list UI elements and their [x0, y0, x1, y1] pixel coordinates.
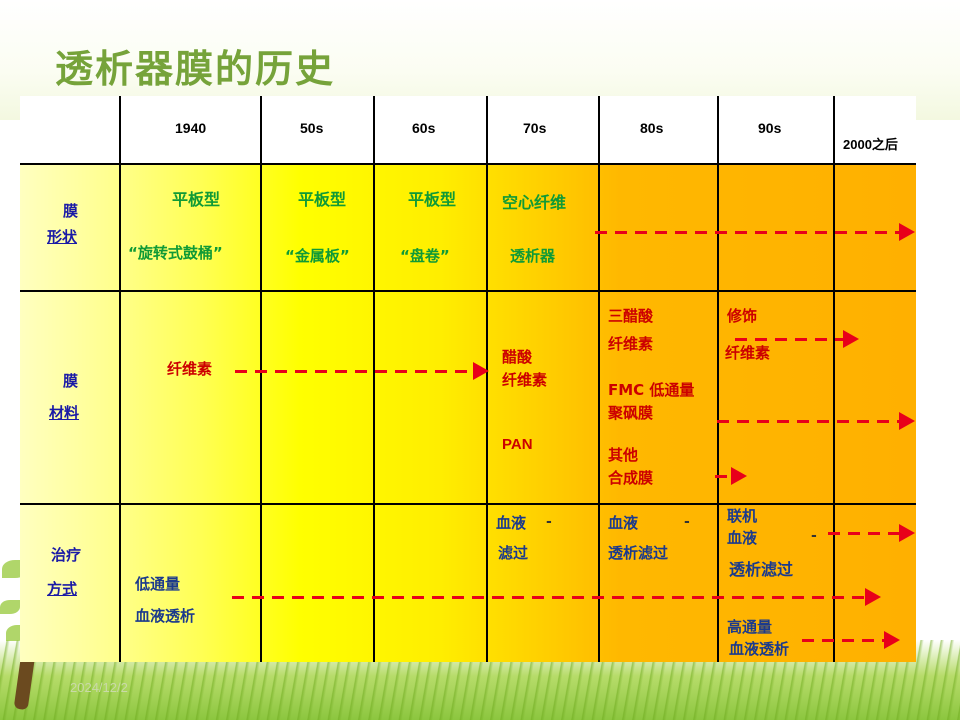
therapy-1940-line2: 血液透析	[135, 607, 196, 625]
row-label-therapy-1: 治疗	[51, 546, 82, 564]
grid-line	[20, 163, 916, 165]
year-header-70s: 70s	[523, 120, 547, 136]
shape-1940-type: 平板型	[172, 190, 221, 209]
material-synthetic-arrow	[715, 467, 747, 485]
material-modified-cellulose-arrow	[735, 330, 859, 348]
grid-line	[373, 96, 375, 662]
material-1940-cellulose: 纤维素	[167, 360, 213, 378]
therapy-70s-line2: 滤过	[498, 544, 529, 562]
therapy-90s-a1: 联机	[727, 507, 758, 525]
therapy-80s-line2: 透析滤过	[608, 544, 669, 562]
row-label-material-2: 材料	[49, 404, 80, 422]
shape-50s-type: 平板型	[298, 190, 347, 209]
material-70s-line1: 醋酸	[502, 348, 533, 366]
therapy-90s-b1: 高通量	[727, 618, 773, 636]
year-header-90s: 90s	[758, 120, 782, 136]
material-80s-b2: 聚砜膜	[608, 404, 654, 422]
therapy-90s-a3: 透析滤过	[729, 560, 794, 579]
history-table: 1940 50s 60s 70s 80s 90s 2000之后 膜 形状 膜 材…	[20, 96, 916, 662]
therapy-90s-b2: 血液透析	[729, 640, 790, 658]
shape-70s-type: 空心纤维	[502, 193, 567, 212]
leaf-decoration	[0, 600, 20, 614]
material-90s-a2: 纤维素	[725, 344, 771, 362]
year-header-50s: 50s	[300, 120, 324, 136]
shape-50s-name: “金属板”	[285, 247, 350, 265]
material-80s-b1: FMC 低通量	[608, 381, 695, 399]
grid-line	[717, 96, 719, 662]
therapy-80s-dash: -	[684, 514, 690, 530]
material-70s-pan: PAN	[502, 436, 533, 453]
table-header-row	[20, 96, 916, 164]
footer-date: 2024/12/2	[70, 680, 128, 695]
grid-line	[119, 96, 121, 662]
material-cellulose-arrow	[235, 362, 489, 380]
row-label-therapy-2: 方式	[47, 580, 78, 598]
material-80s-c1: 其他	[608, 446, 639, 464]
row-label-shape-2: 形状	[47, 228, 78, 246]
material-80s-a2: 纤维素	[608, 335, 654, 353]
grid-line	[833, 96, 835, 662]
therapy-90s-dash: -	[811, 528, 817, 544]
therapy-high-flux-arrow	[802, 631, 900, 649]
therapy-70s-dash: -	[546, 514, 552, 530]
shape-60s-name: “盘卷”	[400, 247, 450, 265]
page-title: 透析器膜的历史	[55, 47, 336, 91]
therapy-80s-line1: 血液	[608, 514, 639, 532]
shape-timeline-arrow	[595, 223, 915, 241]
therapy-hemodialysis-arrow	[232, 588, 881, 606]
therapy-90s-a2: 血液	[727, 529, 758, 547]
year-header-2000: 2000之后	[843, 137, 898, 152]
row-label-material-1: 膜	[63, 372, 79, 390]
grid-line	[260, 96, 262, 662]
year-header-80s: 80s	[640, 120, 664, 136]
shape-70s-name: 透析器	[510, 247, 556, 265]
row-label-shape-1: 膜	[63, 202, 79, 220]
shape-60s-type: 平板型	[408, 190, 457, 209]
therapy-70s-line1: 血液	[496, 514, 527, 532]
therapy-1940-line1: 低通量	[135, 575, 181, 593]
grid-line	[598, 96, 600, 662]
material-70s-line2: 纤维素	[502, 371, 548, 389]
year-header-60s: 60s	[412, 120, 436, 136]
material-90s-a1: 修饰	[727, 307, 758, 325]
grid-line	[20, 290, 916, 292]
shape-1940-name: “旋转式鼓桶”	[128, 244, 223, 262]
therapy-online-hdf-arrow	[828, 524, 915, 542]
grid-line	[20, 503, 916, 505]
material-80s-a1: 三醋酸	[608, 307, 654, 325]
material-80s-c2: 合成膜	[608, 469, 654, 487]
year-header-1940: 1940	[175, 120, 207, 136]
material-polysulfone-arrow	[717, 412, 915, 430]
